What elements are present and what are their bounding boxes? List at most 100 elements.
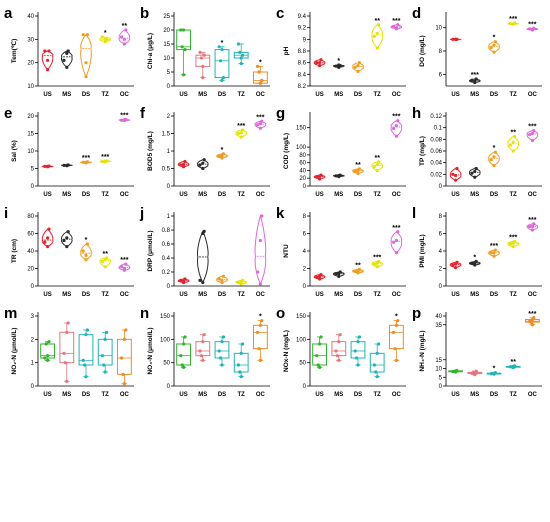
data-point [219, 356, 223, 360]
y-tick-label: 0 [31, 184, 35, 190]
x-tick-label: OC [392, 292, 402, 298]
data-point [103, 37, 107, 41]
data-point [392, 330, 396, 334]
data-point [103, 370, 107, 374]
x-tick-label: DS [354, 92, 362, 98]
x-tick-label: TZ [102, 392, 110, 398]
panel-label: n [140, 305, 149, 322]
y-tick-label: 0.06 [430, 149, 442, 155]
data-point [511, 245, 515, 249]
data-point [120, 118, 124, 122]
data-point [334, 349, 338, 353]
data-point [492, 163, 496, 168]
x-tick-label: TZ [102, 92, 110, 98]
x-tick-label: DS [218, 192, 226, 198]
data-point [318, 274, 322, 278]
data-point [43, 356, 47, 360]
y-tick-label: 0.08 [430, 137, 442, 143]
data-point [530, 228, 535, 232]
x-tick-label: DS [490, 292, 498, 298]
y-tick-label: 60 [27, 232, 34, 238]
data-point [318, 177, 322, 181]
x-tick-label: TZ [374, 192, 382, 198]
data-point [492, 254, 496, 258]
data-point [120, 356, 124, 360]
data-point [124, 28, 128, 32]
x-tick-label: US [315, 392, 323, 398]
x-tick-label: OC [392, 192, 402, 198]
x-tick-label: US [43, 292, 51, 298]
data-point [201, 64, 205, 68]
data-point [260, 119, 264, 123]
data-point [66, 230, 70, 234]
y-tick-label: 100 [296, 145, 307, 151]
data-point [493, 150, 497, 154]
y-tick-label: 0.4 [162, 256, 171, 262]
data-point [511, 140, 515, 144]
box-OC [252, 71, 268, 84]
data-point [180, 45, 184, 49]
significance-mark: *** [392, 225, 400, 232]
y-tick-label: 30 [27, 37, 34, 43]
data-point [81, 160, 85, 164]
data-point [337, 340, 341, 344]
data-point [470, 261, 474, 265]
data-point [65, 51, 69, 55]
data-point [179, 28, 183, 32]
significance-mark: *** [509, 234, 517, 241]
x-tick-label: MS [198, 92, 207, 98]
data-point [84, 375, 88, 379]
x-tick-label: DS [82, 292, 90, 298]
y-tick-label: 0 [439, 384, 443, 390]
data-point [396, 119, 400, 123]
data-point [470, 171, 474, 175]
violin-OC [254, 214, 267, 286]
data-point [83, 363, 87, 367]
significance-mark: ** [102, 251, 108, 258]
box-MS [195, 54, 211, 67]
data-point [257, 347, 261, 351]
data-point [492, 251, 496, 255]
x-tick-label: US [451, 392, 459, 398]
x-tick-label: TZ [238, 292, 246, 298]
x-tick-label: DS [82, 192, 90, 198]
y-tick-label: 8.8 [298, 49, 307, 55]
data-point [337, 173, 341, 178]
data-point [513, 134, 517, 139]
data-point [198, 349, 202, 353]
data-point [182, 279, 186, 283]
data-point [221, 274, 225, 278]
x-tick-label: US [315, 292, 323, 298]
data-point [100, 354, 104, 358]
y-tick-label: 0 [439, 284, 443, 290]
x-tick-label: TZ [238, 92, 246, 98]
y-tick-label: 20 [27, 267, 34, 273]
data-point [530, 27, 535, 32]
y-tick-label: 4 [439, 249, 443, 255]
y-tick-label: 0 [31, 284, 35, 290]
data-point [44, 342, 48, 346]
data-point [217, 349, 221, 353]
data-point [530, 224, 535, 229]
y-axis-label: Chl-a (μg/L) [147, 33, 154, 69]
significance-mark: * [259, 59, 262, 66]
data-point [81, 249, 85, 253]
panel-label: i [4, 205, 8, 222]
data-point [239, 62, 243, 66]
significance-mark: * [395, 314, 398, 321]
x-tick-label: TZ [510, 292, 518, 298]
significance-mark: * [337, 58, 340, 65]
significance-mark: *** [120, 113, 128, 120]
panel-l: l 0 2 4 6 8 PMI (mg/L) US MS * DS *** TZ *** OC *** [412, 205, 542, 298]
data-point [316, 363, 320, 367]
data-point [377, 342, 381, 346]
x-tick-label: US [43, 92, 51, 98]
data-point [372, 164, 376, 169]
box-MS [59, 331, 75, 364]
data-point [105, 330, 109, 334]
x-tick-label: MS [198, 392, 207, 398]
x-tick-label: OC [256, 192, 266, 198]
x-tick-label: TZ [510, 192, 518, 198]
significance-mark: * [493, 366, 496, 373]
